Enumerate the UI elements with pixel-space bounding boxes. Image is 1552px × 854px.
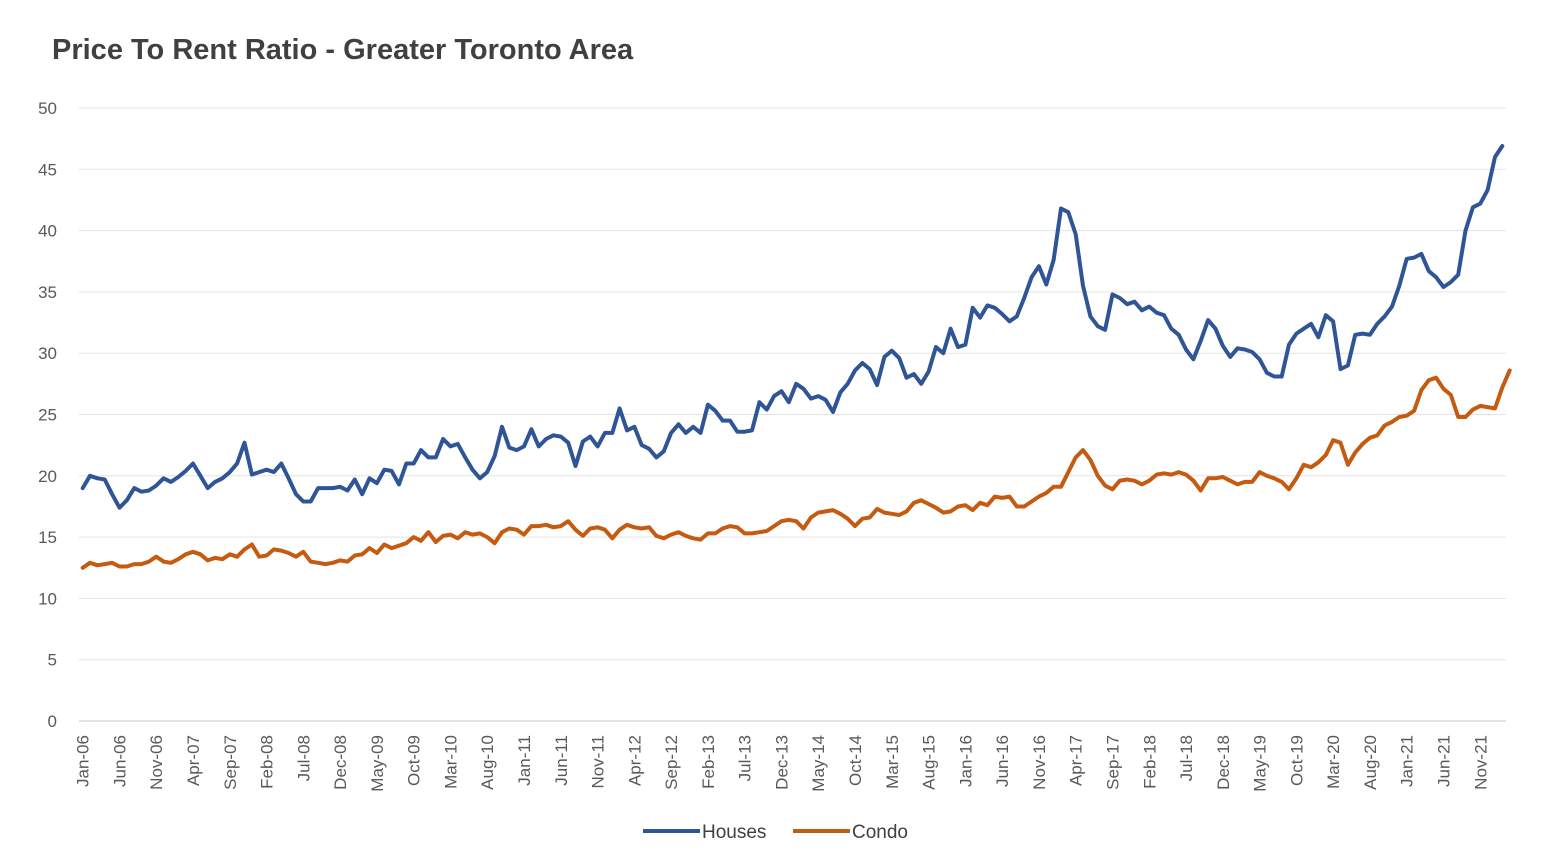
y-tick-label: 0 [48,712,57,731]
y-axis-ticks: 0 5 10 15 20 25 30 35 40 45 50 [38,99,57,731]
x-tick-label: May-09 [368,735,387,792]
x-tick-label: Sep-07 [221,735,240,790]
x-tick-label: Jan-06 [74,735,93,787]
x-tick-label: Jul-13 [736,735,755,781]
x-tick-label: Feb-08 [258,735,277,789]
x-tick-label: Jan-11 [515,735,534,786]
x-tick-label: Oct-19 [1287,735,1306,786]
x-tick-label: Aug-10 [478,735,497,790]
y-tick-label: 15 [38,528,57,547]
y-tick-label: 30 [38,344,57,363]
x-tick-label: Apr-17 [1067,735,1086,786]
x-tick-label: Dec-08 [331,735,350,790]
x-tick-label: Feb-18 [1140,735,1159,789]
x-tick-label: Dec-13 [772,735,791,790]
series-line-condo [80,368,1512,570]
x-tick-label: Nov-16 [1030,735,1049,790]
x-tick-label: Nov-21 [1471,735,1490,790]
x-tick-label: Jul-18 [1177,735,1196,781]
x-tick-label: Feb-13 [699,735,718,789]
y-tick-label: 35 [38,283,57,302]
x-tick-label: Apr-12 [625,735,644,786]
x-tick-label: Jun-16 [993,735,1012,787]
x-axis-ticks: Jan-06 Jun-06 Nov-06 Apr-07 Sep-07 Feb-08 Jul-… [74,735,1491,792]
x-tick-label: May-14 [809,735,828,792]
x-tick-label: Jan-21 [1398,735,1417,787]
x-tick-label: Dec-18 [1214,735,1233,790]
x-tick-label: Jun-11 [552,735,571,786]
x-tick-label: Sep-17 [1103,735,1122,790]
x-tick-label: May-19 [1251,735,1270,792]
x-tick-label: Jan-16 [956,735,975,787]
legend: Houses Condo [643,822,908,843]
gridlines [79,107,1506,722]
y-tick-label: 25 [38,406,57,425]
x-tick-label: Jul-08 [294,735,313,781]
x-tick-label: Oct-09 [405,735,424,786]
y-tick-label: 10 [38,589,57,608]
x-tick-label: Mar-10 [441,735,460,789]
x-tick-label: Aug-20 [1361,735,1380,790]
chart-title: Price To Rent Ratio - Greater Toronto Ar… [52,34,634,66]
x-tick-label: Aug-15 [920,735,939,790]
x-tick-label: Mar-20 [1324,735,1343,789]
y-tick-label: 45 [38,160,57,179]
y-tick-label: 20 [38,467,57,486]
x-tick-label: Nov-11 [589,735,608,789]
legend-label-condo: Condo [852,822,908,843]
x-tick-label: Sep-12 [662,735,681,790]
x-tick-label: Nov-06 [147,735,166,790]
x-tick-label: Mar-15 [883,735,902,789]
x-tick-label: Jun-21 [1434,735,1453,787]
legend-label-houses: Houses [702,822,766,843]
y-tick-label: 50 [38,99,57,118]
y-tick-label: 5 [48,651,57,670]
x-tick-label: Jun-06 [110,735,129,787]
x-tick-label: Apr-07 [184,735,203,786]
y-tick-label: 40 [38,222,57,241]
series-line-houses [80,144,1505,510]
x-tick-label: Oct-14 [846,735,865,786]
series-lines [80,144,1512,570]
